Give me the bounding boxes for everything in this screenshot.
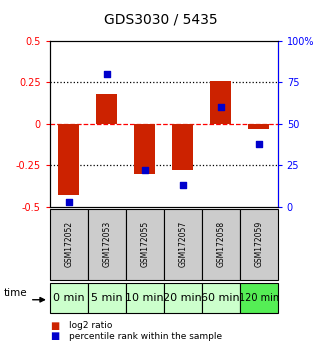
Text: GSM172058: GSM172058 bbox=[216, 221, 225, 267]
Text: GDS3030 / 5435: GDS3030 / 5435 bbox=[104, 12, 217, 27]
Text: 120 min: 120 min bbox=[239, 293, 279, 303]
Bar bbox=[202, 209, 240, 280]
Text: ■: ■ bbox=[50, 331, 59, 341]
Bar bbox=[134, 124, 155, 174]
Bar bbox=[248, 124, 269, 129]
Point bbox=[66, 199, 71, 205]
Bar bbox=[240, 209, 278, 280]
Bar bbox=[210, 81, 231, 124]
Point bbox=[218, 104, 223, 110]
Point bbox=[104, 71, 109, 77]
Bar bbox=[172, 124, 193, 171]
Text: time: time bbox=[3, 288, 27, 298]
Bar bbox=[96, 94, 117, 124]
Point bbox=[256, 141, 261, 147]
Bar bbox=[202, 283, 240, 313]
Text: 10 min: 10 min bbox=[126, 293, 164, 303]
Bar bbox=[88, 209, 126, 280]
Text: GSM172055: GSM172055 bbox=[140, 221, 149, 267]
Text: 5 min: 5 min bbox=[91, 293, 123, 303]
Bar bbox=[88, 283, 126, 313]
Text: 20 min: 20 min bbox=[163, 293, 202, 303]
Text: GSM172052: GSM172052 bbox=[64, 221, 73, 267]
Bar bbox=[164, 209, 202, 280]
Point bbox=[142, 168, 147, 173]
Bar bbox=[50, 209, 88, 280]
Bar bbox=[164, 283, 202, 313]
Bar bbox=[126, 209, 164, 280]
Text: log2 ratio: log2 ratio bbox=[69, 321, 112, 330]
Bar bbox=[126, 283, 164, 313]
Text: GSM172053: GSM172053 bbox=[102, 221, 111, 267]
Bar bbox=[50, 283, 88, 313]
Text: 0 min: 0 min bbox=[53, 293, 84, 303]
Text: GSM172059: GSM172059 bbox=[254, 221, 263, 267]
Text: ■: ■ bbox=[50, 321, 59, 331]
Bar bbox=[58, 124, 79, 195]
Point bbox=[180, 183, 185, 188]
Text: percentile rank within the sample: percentile rank within the sample bbox=[69, 332, 222, 341]
Text: 60 min: 60 min bbox=[201, 293, 240, 303]
Bar bbox=[240, 283, 278, 313]
Text: GSM172057: GSM172057 bbox=[178, 221, 187, 267]
